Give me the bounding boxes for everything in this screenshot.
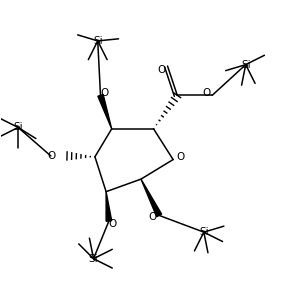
Text: O: O — [158, 65, 166, 75]
Text: Si: Si — [89, 254, 98, 264]
Text: O: O — [148, 212, 156, 222]
Polygon shape — [141, 179, 162, 217]
Text: Si: Si — [199, 227, 209, 237]
Text: O: O — [202, 88, 211, 98]
Text: O: O — [101, 88, 109, 98]
Text: Si: Si — [93, 36, 103, 46]
Text: O: O — [177, 152, 185, 162]
Polygon shape — [106, 192, 112, 221]
Text: O: O — [48, 151, 56, 161]
Text: Si: Si — [241, 60, 250, 70]
Text: O: O — [108, 219, 117, 229]
Text: Si: Si — [13, 123, 23, 133]
Polygon shape — [98, 94, 112, 129]
